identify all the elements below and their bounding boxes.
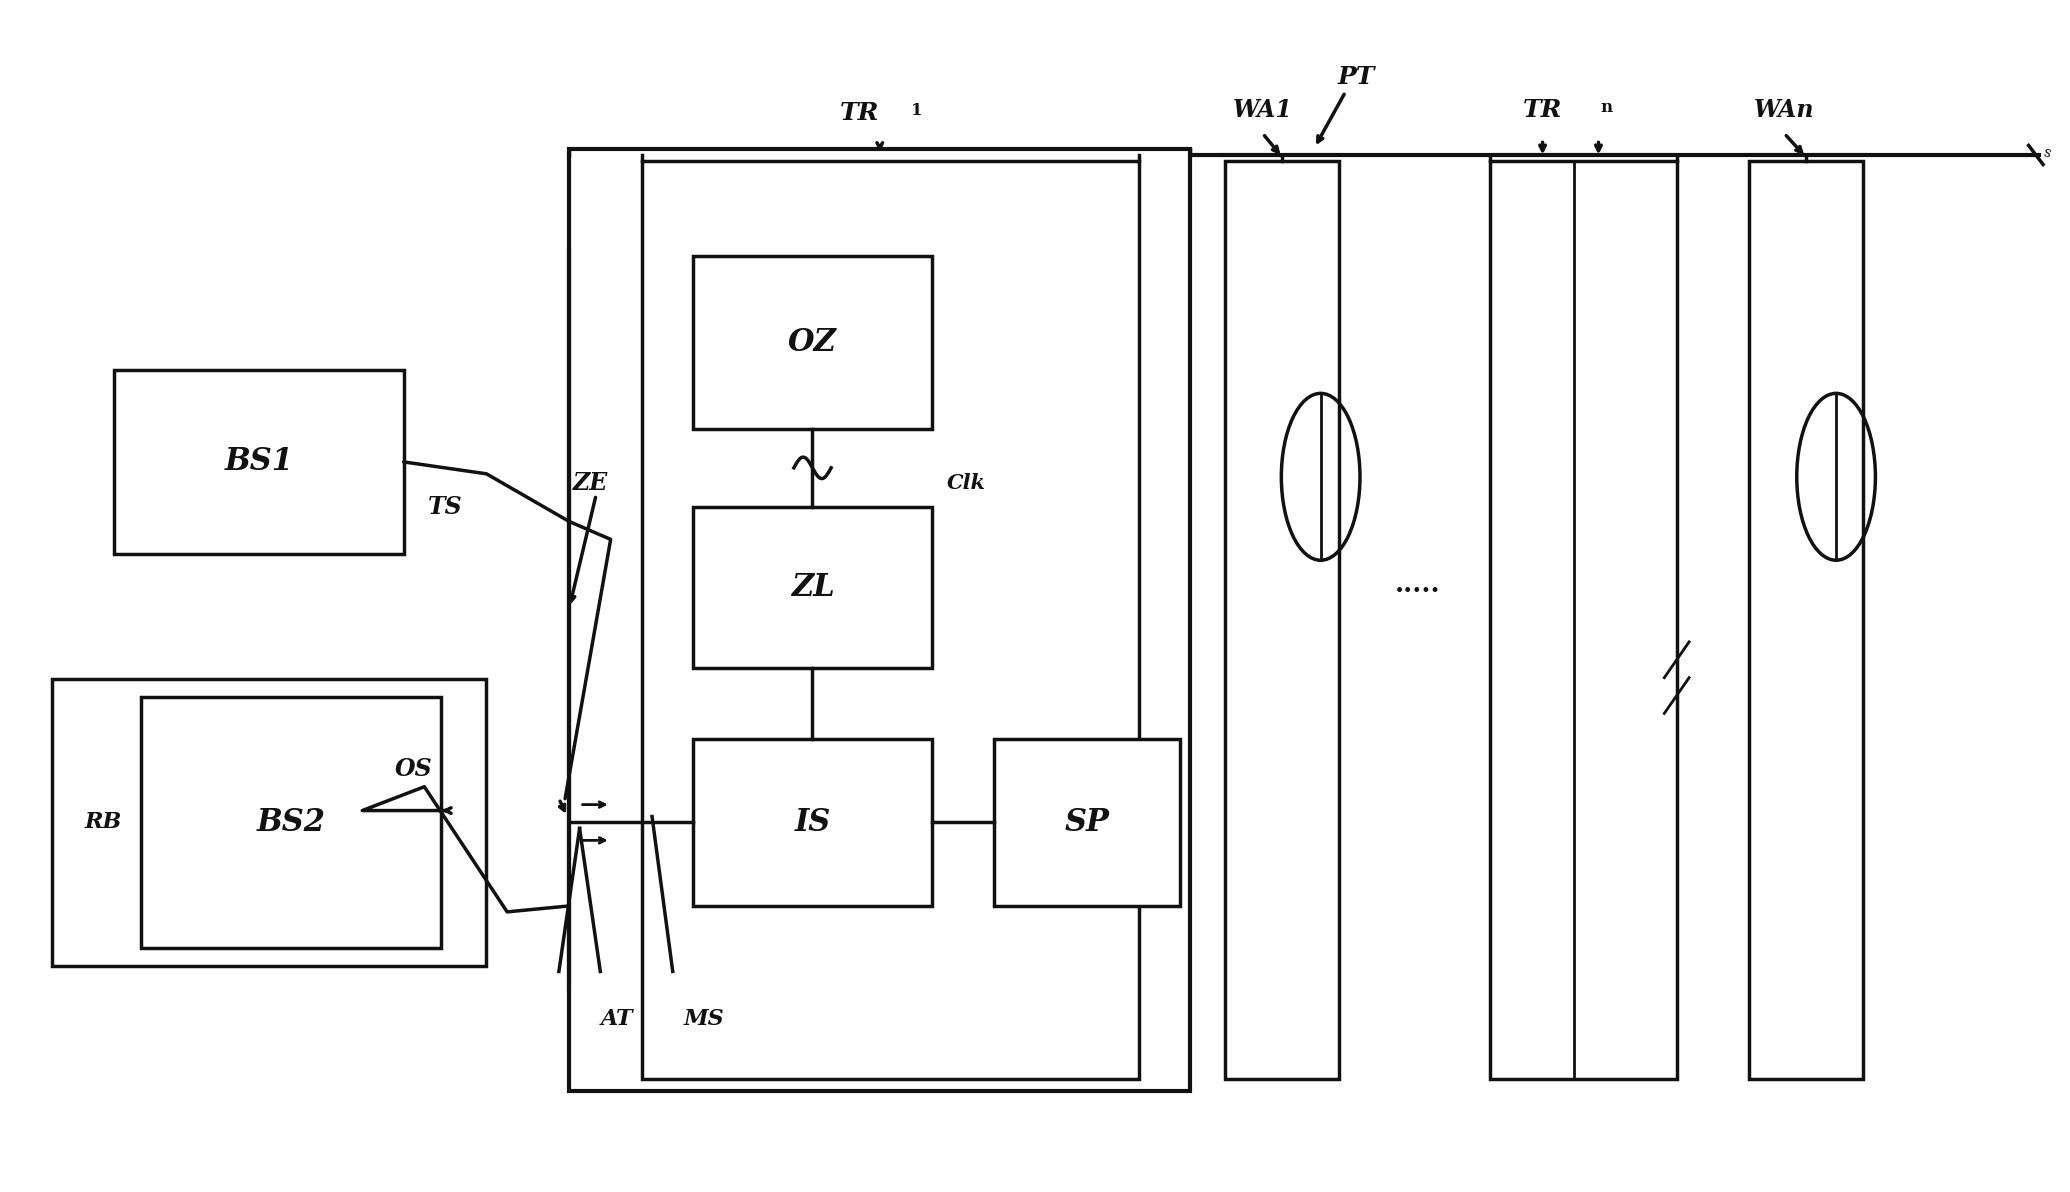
Text: WA1: WA1 <box>1234 98 1292 122</box>
Text: ZL: ZL <box>791 571 834 603</box>
Bar <box>693 507 932 668</box>
Text: WAn: WAn <box>1753 98 1815 122</box>
Bar <box>1749 161 1863 1079</box>
Text: SP: SP <box>1064 807 1110 838</box>
Text: MS: MS <box>683 1008 724 1030</box>
Text: Clk: Clk <box>948 473 985 492</box>
Bar <box>693 739 932 906</box>
Bar <box>642 161 1138 1079</box>
Bar <box>52 679 486 966</box>
Bar <box>1490 161 1677 1079</box>
Text: PT: PT <box>1337 66 1374 89</box>
Text: TR: TR <box>1521 98 1563 122</box>
Text: OS: OS <box>395 757 433 781</box>
Text: .....: ..... <box>1395 572 1441 596</box>
Text: 1: 1 <box>911 103 923 119</box>
Text: s: s <box>2041 145 2051 160</box>
Text: AT: AT <box>600 1008 633 1030</box>
Text: RB: RB <box>85 812 122 833</box>
Bar <box>1225 161 1339 1079</box>
Text: TS: TS <box>428 495 462 519</box>
Bar <box>994 739 1180 906</box>
Text: BS1: BS1 <box>224 446 294 478</box>
Text: IS: IS <box>795 807 830 838</box>
Bar <box>569 149 1190 1091</box>
Text: OZ: OZ <box>789 327 836 359</box>
Text: TR: TR <box>838 101 880 125</box>
Bar <box>114 370 404 554</box>
Text: ZE: ZE <box>571 471 609 495</box>
Text: n: n <box>1600 99 1613 116</box>
Bar <box>141 697 441 948</box>
Text: BS2: BS2 <box>257 807 325 838</box>
Bar <box>693 256 932 429</box>
